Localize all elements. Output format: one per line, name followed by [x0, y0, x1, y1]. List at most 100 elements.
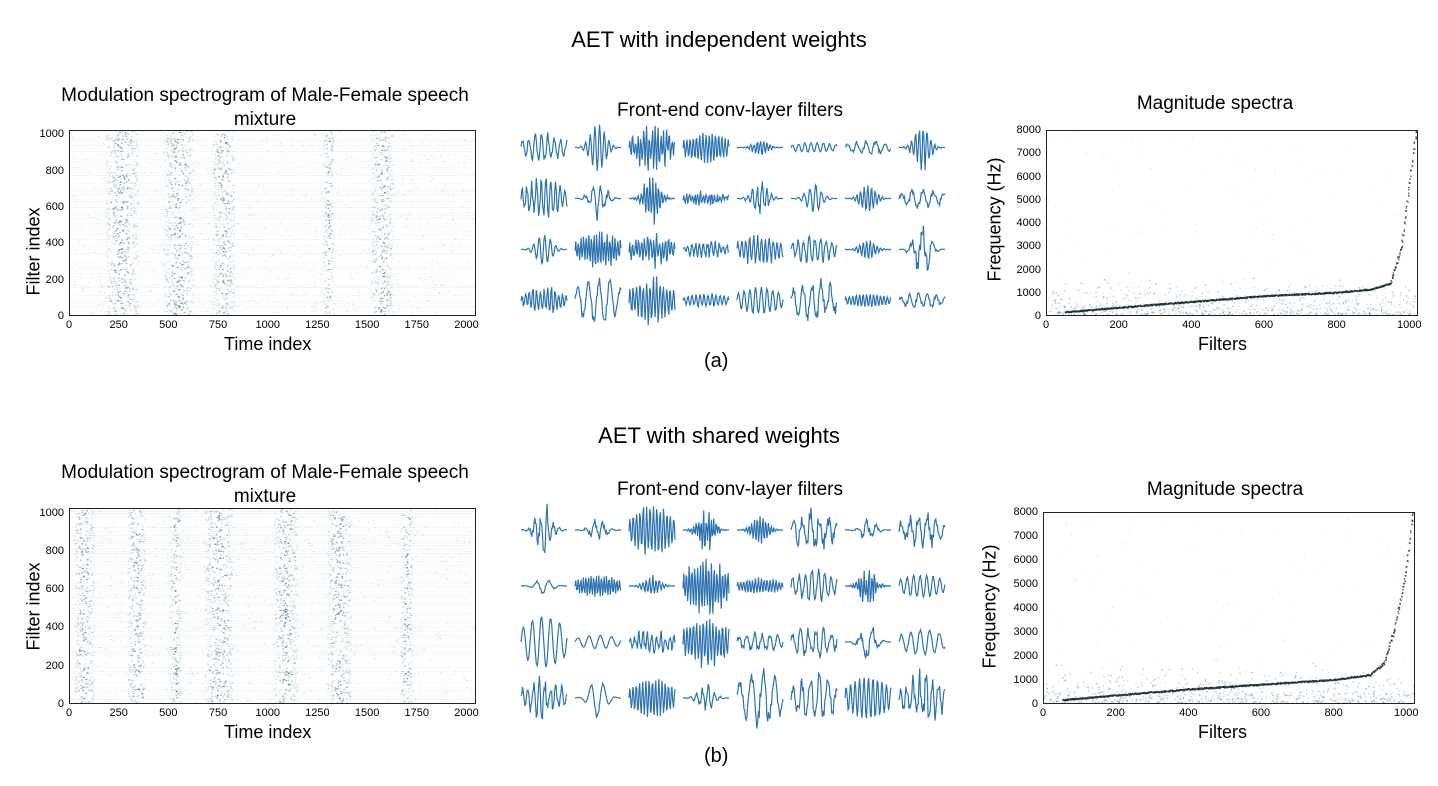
spectrogram-cell-band-4: [391, 135, 393, 137]
spectrogram-cell: [235, 149, 237, 151]
spectra-point: [1236, 282, 1238, 284]
spectra-point: [1339, 285, 1341, 287]
spectrogram-cell-band-4: [390, 189, 392, 191]
spectrogram-cell-band-0: [112, 157, 115, 159]
spectra-point: [1293, 291, 1296, 293]
spectrogram-cell-band-1: [174, 160, 177, 162]
spectrogram-cell: [145, 186, 147, 188]
spectrogram-cell-band-1: [182, 221, 184, 223]
spectra-point: [1350, 306, 1353, 308]
spectrogram-cell-band-2: [232, 242, 235, 244]
spectra-point: [1414, 313, 1416, 315]
spectrogram-cell-band-2: [222, 151, 224, 153]
spectrogram-cell-band-4: [382, 283, 384, 285]
spectra-point: [1058, 311, 1060, 314]
spectrogram-cell-band-3: [323, 293, 326, 295]
spectra-point: [1359, 236, 1360, 237]
spectrogram-cell: [263, 232, 265, 234]
spectrogram-cell-band-1: [188, 167, 190, 170]
spectrogram-cell: [462, 183, 464, 185]
spectrogram-cell-band-3: [330, 159, 333, 161]
spectrogram-cell-band-2: [233, 192, 235, 194]
spectrogram-cell-band-2: [216, 299, 219, 301]
spectrogram-cell-band-4: [374, 261, 377, 263]
spectrogram-cell-band-4: [377, 308, 380, 310]
spectrogram-cell-band-0: [128, 187, 130, 189]
spectrogram-cell-band-1: [182, 264, 185, 266]
spectra-point: [1409, 310, 1411, 312]
spectrogram-cell: [132, 169, 134, 171]
spectrogram-cell: [467, 265, 469, 267]
spectrogram-cell-band-0: [131, 299, 134, 301]
spectrogram-cell-band-4: [390, 297, 392, 299]
spectrogram-cell: [272, 255, 274, 257]
spectrogram-cell: [169, 143, 171, 145]
spectrogram-cell-band-0: [108, 273, 111, 275]
spectrogram-cell: [428, 219, 430, 221]
spectrogram-cell: [311, 132, 313, 134]
spectrogram-cell: [155, 303, 157, 305]
spectrogram-cell: [387, 190, 389, 192]
spectra-point: [1236, 311, 1238, 313]
spectra-point: [1317, 171, 1319, 173]
spectrogram-cell-band-3: [330, 131, 332, 133]
spectrogram-cell-band-2: [230, 271, 232, 273]
spectrogram-cell: [78, 169, 80, 171]
spectrogram-cell-band-2: [228, 236, 231, 238]
spectrogram-cell-band-4: [390, 301, 392, 303]
spectrogram-cell-band-2: [215, 226, 218, 228]
filter-waveform-r2-c6: [844, 240, 892, 260]
spectra-point: [1154, 302, 1156, 305]
spectrogram-cell: [137, 132, 139, 134]
spectrogram-cell: [452, 219, 454, 221]
spectrogram-cell-band-4: [373, 207, 376, 209]
spectra-point: [1159, 310, 1161, 312]
spectra-point: [1159, 314, 1161, 315]
spectrogram-cell: [320, 294, 322, 296]
spectrogram-cell: [413, 249, 415, 250]
spectrogram-cell: [189, 148, 191, 150]
spectrogram-cell: [115, 179, 116, 180]
spectra-point: [1204, 309, 1207, 312]
spectrogram-cell: [291, 287, 293, 289]
spectra-point: [1056, 313, 1058, 315]
spectrogram-cell-band-0: [110, 282, 113, 284]
spectrogram-cell: [359, 254, 361, 256]
spectrogram-cell-band-2: [221, 175, 224, 177]
spectrogram-cell-band-2: [223, 252, 225, 254]
spectra-point: [1130, 300, 1133, 302]
spectrogram-cell-band-0: [128, 288, 131, 290]
spectrogram-cell: [206, 311, 208, 313]
spectrogram-cell-band-1: [187, 166, 190, 168]
spectrogram-cell-band-2: [219, 139, 221, 142]
spectrogram-cell: [457, 295, 459, 297]
spectra-point: [1306, 314, 1308, 315]
spectra-point: [1306, 306, 1308, 308]
spectrogram-cell-band-2: [228, 151, 230, 153]
spectrogram-cell: [365, 148, 368, 150]
spectrogram-cell: [297, 166, 299, 168]
spectrogram-cell-band-0: [107, 222, 110, 224]
spectrogram-cell-band-4: [384, 313, 386, 315]
spectrogram-cell: [318, 287, 320, 289]
spectrogram-cell-band-1: [190, 209, 192, 211]
spectrogram-cell-band-0: [135, 292, 138, 294]
spectrogram-cell: [292, 194, 294, 196]
spectrogram-cell-band-1: [178, 299, 181, 302]
spectrogram-cell-band-1: [182, 139, 185, 141]
spectrogram-cell-band-1: [171, 143, 173, 145]
spectrogram-cell: [121, 249, 122, 250]
spectrogram-cell: [193, 297, 196, 299]
spectra-trend-point: [1091, 309, 1093, 312]
spectrogram-cell-band-3: [331, 146, 333, 148]
spectrogram-cell-band-1: [174, 181, 177, 183]
spectrogram-cell: [208, 222, 210, 224]
spectra-trend-point: [1086, 310, 1088, 312]
spectrogram-cell: [77, 178, 79, 179]
spectrogram-cell-band-1: [166, 151, 169, 153]
spectrogram-cell-band-1: [191, 292, 194, 294]
spectrogram-cell-band-3: [325, 219, 328, 221]
spectrogram-cell-band-2: [219, 289, 221, 292]
spectrogram-cell: [467, 246, 469, 248]
spectrogram-cell: [114, 298, 115, 299]
